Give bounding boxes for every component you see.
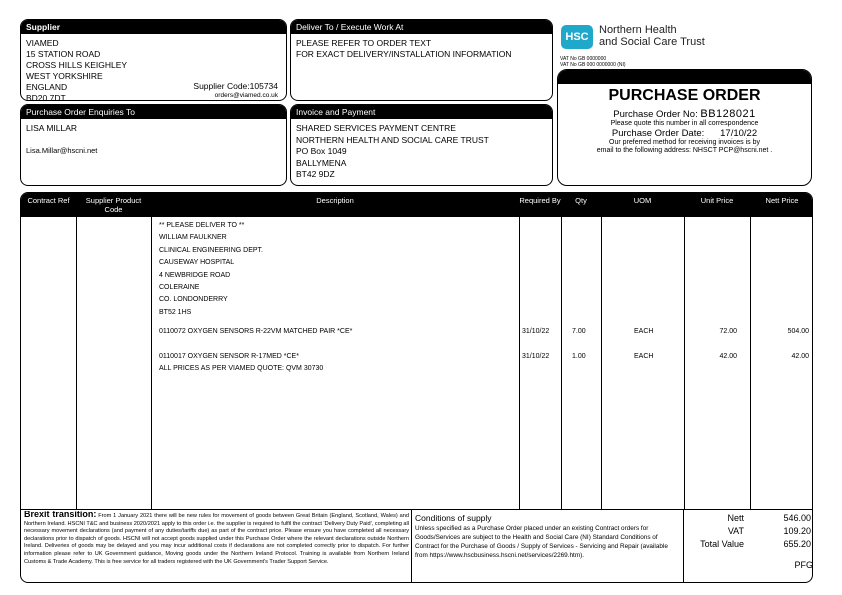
- supplier-line: VIAMED: [26, 38, 59, 48]
- enquiries-name: LISA MILLAR: [26, 123, 78, 133]
- po-quote-note: Please quote this number in all correspo…: [610, 120, 759, 127]
- col-supplier-code: Supplier Product Code: [85, 196, 142, 214]
- enquiries-title: Purchase Order Enquiries To: [21, 105, 286, 119]
- supplier-line: ENGLAND: [26, 82, 68, 92]
- nett-label: Nett: [727, 513, 744, 523]
- column-divider: [76, 217, 77, 509]
- trust-name: Northern Health and Social Care Trust: [599, 24, 705, 48]
- col-uom: UOM: [633, 196, 652, 205]
- po-number: BB128021: [700, 108, 756, 120]
- col-qty: Qty: [575, 196, 587, 205]
- deliver-line: PLEASE REFER TO ORDER TEXT: [296, 38, 432, 48]
- column-divider: [151, 217, 152, 509]
- purchase-order-box: PURCHASE ORDER Purchase Order No: BB1280…: [557, 69, 812, 186]
- po-email-note: email to the following address: NHSCT PC…: [596, 147, 773, 154]
- po-number-label: Purchase Order No:: [613, 109, 698, 120]
- order-lines-table: Contract Ref Supplier Product Code Descr…: [20, 192, 813, 583]
- invoice-line: BALLYMENA: [296, 157, 347, 168]
- invoice-title: Invoice and Payment: [291, 105, 552, 119]
- price-note: ALL PRICES AS PER VIAMED QUOTE: QVM 3073…: [159, 365, 324, 372]
- column-divider: [750, 217, 751, 509]
- column-divider: [601, 217, 602, 509]
- po-email-note: Our preferred method for receiving invoi…: [609, 139, 760, 146]
- supplier-line: 15 STATION ROAD: [26, 49, 101, 59]
- description-line: CLINICAL ENGINEERING DEPT.: [159, 246, 263, 254]
- brexit-text: From 1 January 2021 there will be new ru…: [24, 513, 409, 565]
- description-line: BT52 1HS: [159, 308, 192, 316]
- po-title: PURCHASE ORDER: [608, 87, 761, 104]
- description-line: ** PLEASE DELIVER TO **: [159, 222, 245, 229]
- supplier-line: WEST YORKSHIRE: [26, 71, 103, 81]
- row-required-by: 31/10/22: [522, 328, 550, 335]
- row-uom: EACH: [634, 353, 654, 360]
- supplier-title: Supplier: [21, 20, 286, 34]
- enquiries-email: Lisa.Millar@hscni.net: [26, 146, 98, 155]
- row-qty: 7.00: [572, 328, 586, 335]
- supplier-line: CROSS HILLS KEIGHLEY: [26, 60, 128, 70]
- po-date-label: Purchase Order Date:: [611, 128, 705, 139]
- row-uom: EACH: [634, 328, 654, 335]
- column-divider: [684, 217, 685, 509]
- vat-line: VAT No GB 000 0000000 (NI): [560, 62, 626, 68]
- totals: Nett 546.00 VAT 109.20 Total Value 655.20 P…: [684, 512, 813, 572]
- po-number-line: Purchase Order No: BB128021: [558, 108, 811, 120]
- row-required-by: 31/10/22: [522, 353, 550, 360]
- conditions-title: Conditions of supply: [415, 513, 492, 523]
- total-value: 655.20: [783, 539, 811, 549]
- conditions-of-supply: Conditions of supply Unless specified as…: [411, 510, 684, 582]
- trust-name-line: Northern Health: [599, 24, 677, 36]
- row-qty: 1.00: [572, 353, 586, 360]
- description-line: 4 NEWBRIDGE ROAD: [159, 271, 231, 279]
- row-description: 0110017 OXYGEN SENSOR R-17MED *CE*: [159, 353, 299, 360]
- po-date: 17/10/22: [720, 128, 758, 139]
- col-unit-price: Unit Price: [700, 196, 734, 205]
- row-unit-price: 42.00: [719, 353, 737, 360]
- vat-numbers: VAT No GB 0000000 VAT No GB 000 0000000 …: [560, 56, 626, 68]
- hsc-logo: HSC: [561, 25, 593, 49]
- brexit-title: Brexit transition:: [24, 511, 97, 519]
- footer: Brexit transition: From 1 January 2021 t…: [21, 509, 813, 582]
- vat-line: VAT No GB 0000000: [560, 56, 607, 62]
- col-description: Description: [316, 196, 354, 205]
- col-required-by: Required By: [519, 196, 561, 205]
- trust-name-line: and Social Care Trust: [599, 36, 705, 48]
- description-line: CAUSEWAY HOSPITAL: [159, 259, 235, 267]
- vat-label: VAT: [727, 526, 744, 536]
- invoice-line: SHARED SERVICES PAYMENT CENTRE: [296, 123, 456, 133]
- invoice-line: NORTHERN HEALTH AND SOCIAL CARE TRUST: [296, 134, 489, 145]
- invoice-line: PO Box 1049: [296, 146, 347, 156]
- invoice-line: BT42 9DZ: [296, 169, 335, 179]
- row-nett-price: 42.00: [791, 353, 809, 360]
- column-divider: [561, 217, 562, 509]
- po-date-line: Purchase Order Date: 17/10/22: [558, 128, 811, 139]
- delivery-instructions: ** PLEASE DELIVER TO ** WILLIAM FAULKNER…: [159, 220, 263, 319]
- table-header: Contract Ref Supplier Product Code Descr…: [21, 193, 812, 217]
- invoice-box: Invoice and Payment SHARED SERVICES PAYM…: [290, 104, 553, 186]
- row-unit-price: 72.00: [719, 328, 737, 335]
- deliver-line: FOR EXACT DELIVERY/INSTALLATION INFORMAT…: [296, 49, 512, 59]
- supplier-code: Supplier Code:105734: [193, 81, 278, 91]
- footer-code: PFG: [794, 560, 813, 570]
- conditions-text: Unless specified as a Purchase Order pla…: [415, 525, 668, 559]
- deliver-title: Deliver To / Execute Work At: [291, 20, 552, 34]
- row-description: 0110072 OXYGEN SENSORS R-22VM MATCHED PA…: [159, 328, 353, 335]
- description-line: WILLIAM FAULKNER: [159, 234, 227, 242]
- col-nett-price: Nett Price: [765, 196, 799, 205]
- supplier-email: orders@viamed.co.uk: [214, 92, 278, 99]
- description-line: CO. LONDONDERRY: [159, 296, 228, 304]
- column-divider: [519, 217, 520, 509]
- supplier-box: Supplier VIAMED 15 STATION ROAD CROSS HI…: [20, 19, 287, 101]
- vat-value: 109.20: [783, 526, 811, 536]
- description-line: COLERAINE: [159, 284, 200, 292]
- supplier-line: BD20 7DT: [26, 93, 66, 101]
- deliver-box: Deliver To / Execute Work At PLEASE REFE…: [290, 19, 553, 101]
- enquiries-box: Purchase Order Enquiries To LISA MILLAR …: [20, 104, 287, 186]
- brexit-notice: Brexit transition: From 1 January 2021 t…: [24, 511, 409, 581]
- col-contract-ref: Contract Ref: [27, 196, 70, 205]
- nett-value: 546.00: [783, 513, 811, 523]
- total-label: Total Value: [700, 539, 744, 549]
- row-nett-price: 504.00: [787, 328, 809, 335]
